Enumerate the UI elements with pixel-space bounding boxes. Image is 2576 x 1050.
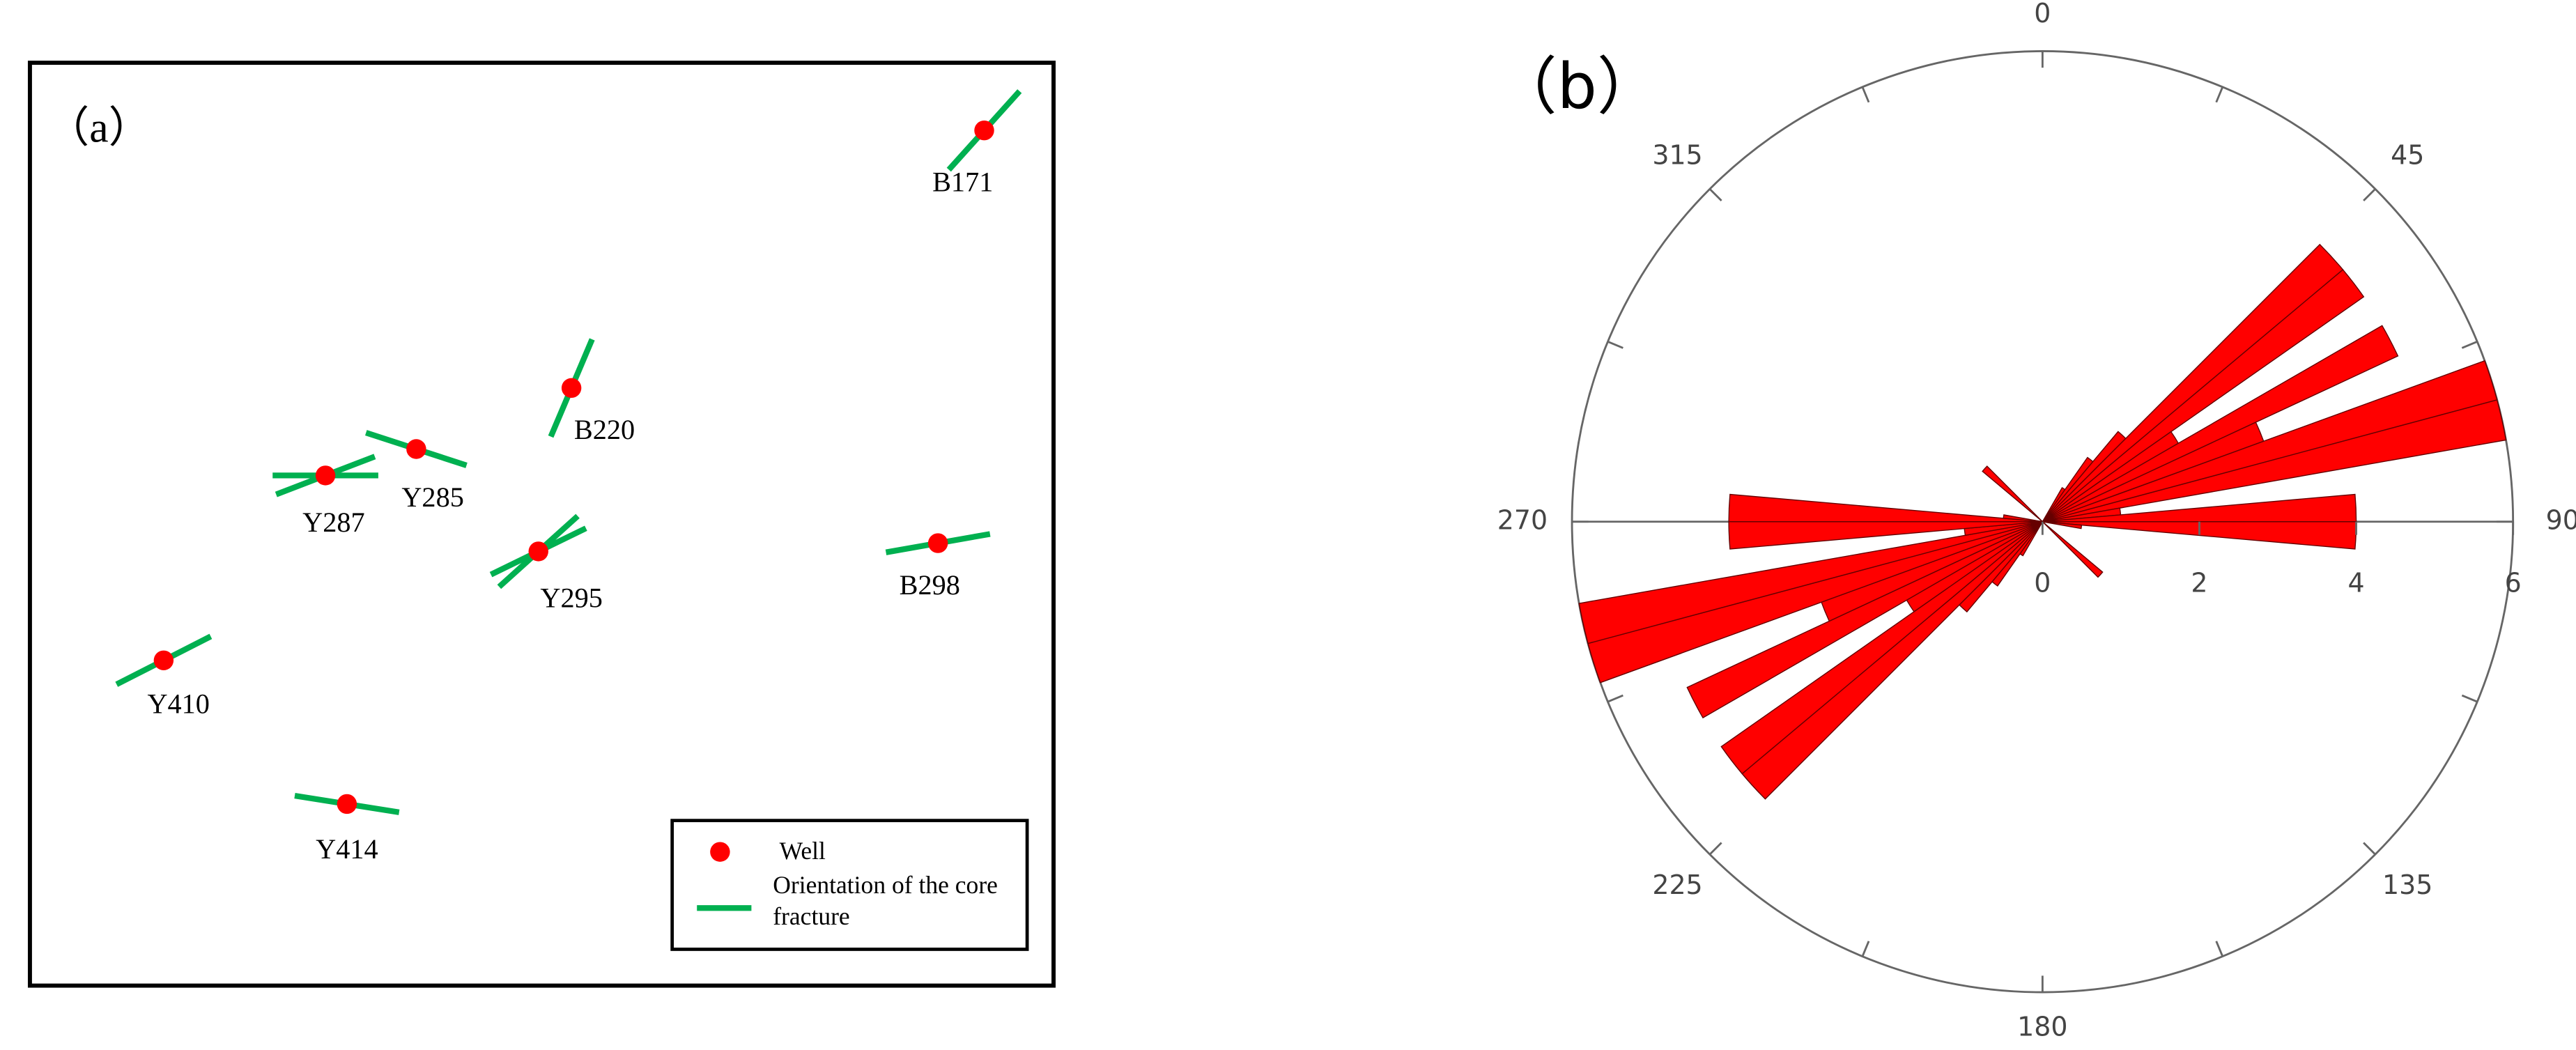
- rose-petal: [2042, 521, 2083, 530]
- angle-tick-label: 270: [1497, 504, 1548, 535]
- map-frame: [27, 61, 1056, 988]
- angle-tick-mark: [2363, 842, 2376, 856]
- angle-tick-label: 180: [2017, 1012, 2067, 1042]
- well: [153, 650, 174, 671]
- angle-tick-mark: [2363, 188, 2376, 202]
- angle-tick-mark: [2461, 341, 2478, 349]
- rose-petal: [2042, 399, 2507, 523]
- well: [528, 541, 548, 562]
- well: [927, 533, 948, 553]
- well-label: Y410: [147, 688, 209, 719]
- rose-petal: [1728, 493, 2043, 523]
- well-label: B220: [574, 414, 635, 445]
- angle-tick-label: 90: [2546, 504, 2576, 535]
- radial-tick-label: 2: [2191, 567, 2207, 598]
- angle-tick-label: 45: [2391, 139, 2424, 170]
- well: [561, 378, 582, 399]
- rose-petal: [1686, 521, 2043, 719]
- well-label: Y287: [302, 507, 364, 538]
- rose-petal: [2042, 325, 2399, 523]
- angle-tick-mark: [1861, 941, 1870, 957]
- legend-label-box: Orientation of the core fracture: [773, 873, 998, 932]
- radial-tick-label: 0: [2034, 567, 2051, 598]
- angle-tick-mark: [2461, 694, 2478, 703]
- well-label: Y285: [401, 481, 463, 513]
- angle-tick-mark: [1709, 188, 1722, 202]
- rose-petal: [2042, 521, 2104, 578]
- rose-petal: [2003, 514, 2043, 523]
- panel-label: （a）: [47, 105, 152, 152]
- angle-tick-mark: [1607, 341, 1624, 349]
- well: [337, 794, 357, 814]
- well-label: B171: [932, 167, 993, 198]
- legend-box: [670, 819, 1029, 951]
- rose-petal: [1982, 465, 2043, 523]
- well-label: Y414: [316, 833, 378, 865]
- well-label: Y295: [540, 582, 602, 614]
- angle-tick-label: 135: [2382, 870, 2432, 900]
- angle-tick-label: 225: [1652, 870, 1702, 900]
- radial-tick-label: 4: [2348, 567, 2365, 598]
- angle-tick-mark: [1607, 694, 1624, 703]
- well: [406, 439, 426, 459]
- angle-tick-mark: [1709, 842, 1722, 856]
- panel-label: （b）: [1495, 50, 1660, 123]
- legend-label: Orientation of the core fracture: [773, 873, 998, 932]
- rose-petal: [2042, 269, 2365, 523]
- angle-tick-mark: [2215, 86, 2224, 103]
- well-label: B298: [900, 569, 960, 601]
- well: [974, 120, 994, 141]
- angle-tick-mark: [2215, 941, 2224, 957]
- angle-tick-mark: [1861, 86, 1870, 103]
- legend-label: Well: [780, 837, 826, 865]
- rose-petal: [1578, 521, 2043, 644]
- legend-well: [710, 842, 730, 862]
- angle-tick-label: 315: [1652, 139, 1702, 170]
- angle-tick-label: 0: [2034, 0, 2051, 29]
- radial-tick-label: 6: [2505, 567, 2522, 598]
- well: [315, 465, 336, 486]
- rose-petal: [1720, 521, 2043, 775]
